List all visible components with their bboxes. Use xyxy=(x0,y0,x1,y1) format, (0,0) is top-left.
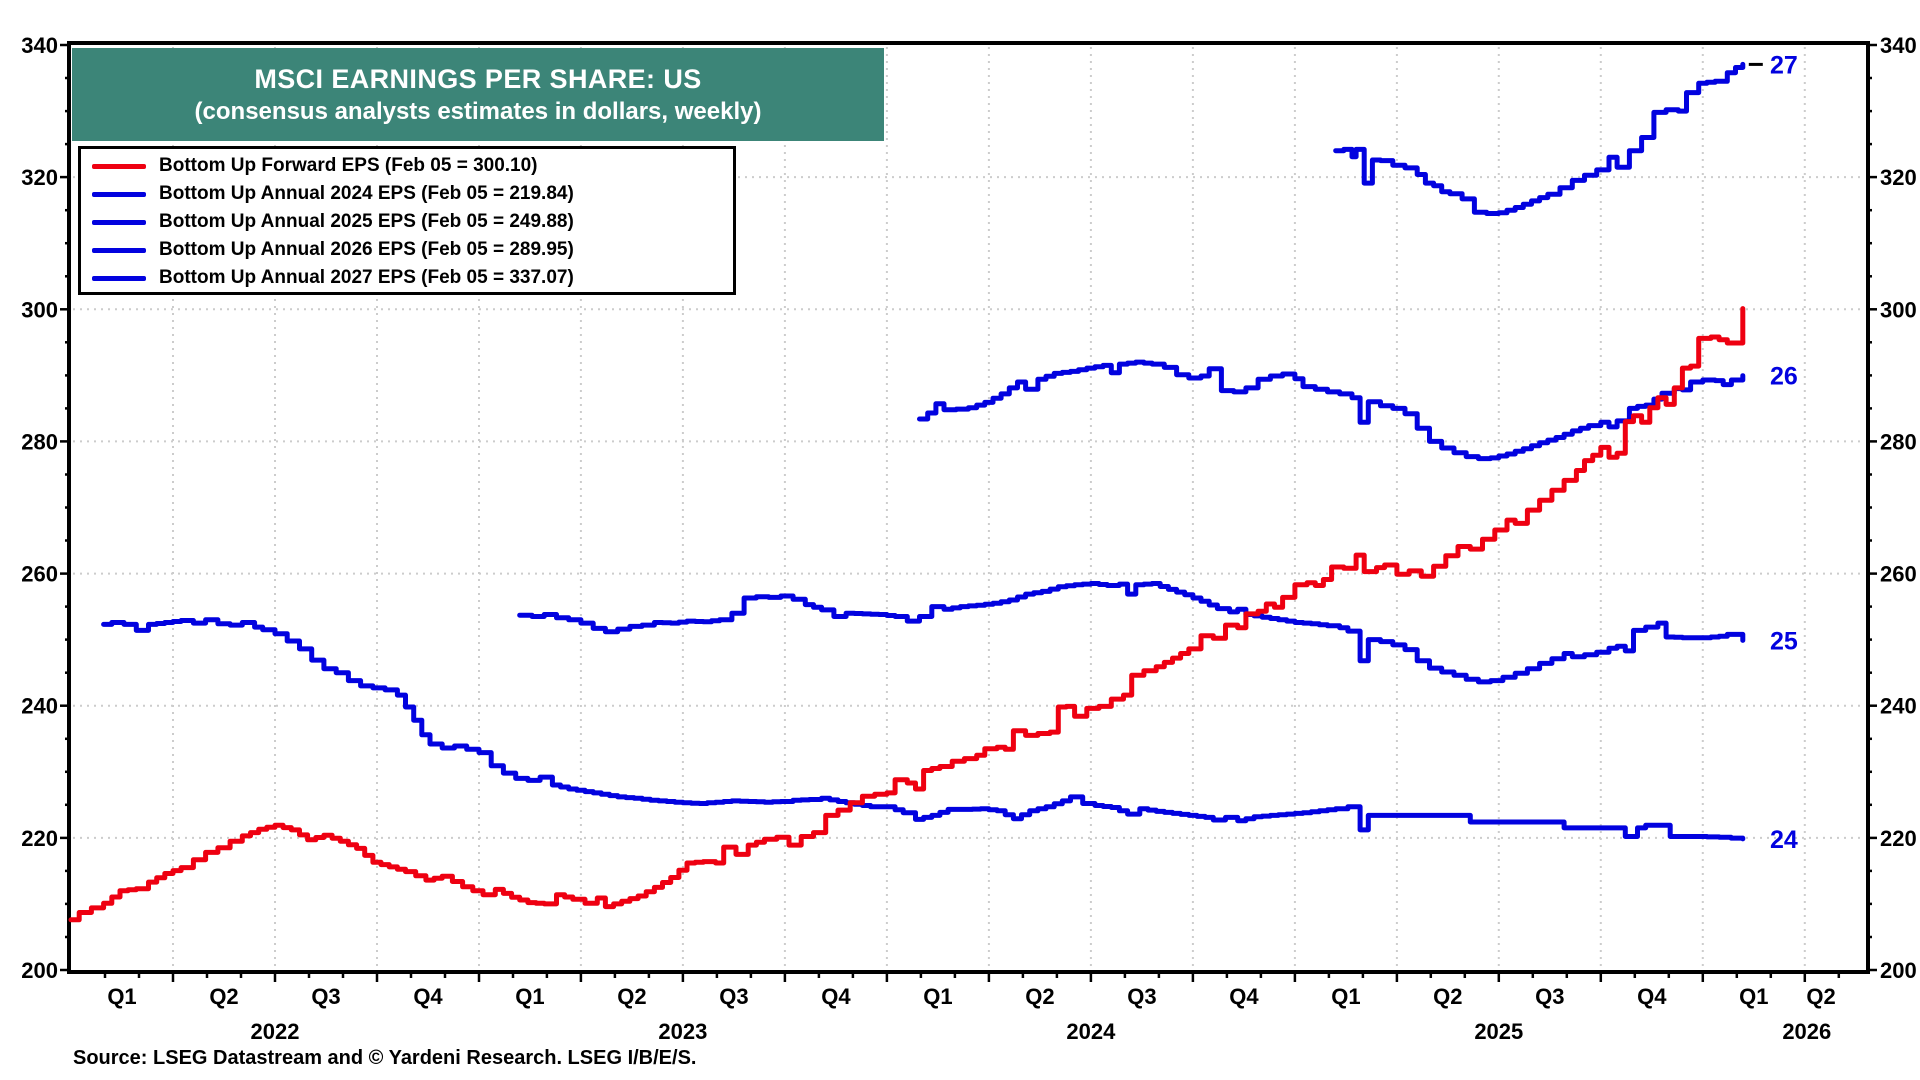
x-axis-quarter-label: Q1 xyxy=(1739,984,1768,1009)
x-axis-quarter-label: Q4 xyxy=(413,984,443,1009)
y-axis-label-right: 320 xyxy=(1880,165,1917,190)
legend-swatch-blue-line xyxy=(92,247,146,253)
x-axis-year-label: 2022 xyxy=(251,1019,300,1044)
x-axis-quarter-label: Q1 xyxy=(515,984,544,1009)
y-axis-label-right: 220 xyxy=(1880,826,1917,851)
legend-swatch-red-line xyxy=(92,163,146,169)
y-axis-label-left: 240 xyxy=(21,694,58,719)
series-line-bottom-up-annual-2027-eps xyxy=(1333,61,1746,216)
legend-swatch-blue-line xyxy=(92,219,146,225)
x-axis-quarter-label: Q1 xyxy=(923,984,952,1009)
legend-swatch-blue-line xyxy=(92,275,146,281)
y-axis-label-right: 300 xyxy=(1880,297,1917,322)
x-axis-quarter-label: Q3 xyxy=(719,984,748,1009)
series-end-label-25: 25 xyxy=(1770,627,1798,655)
x-axis-year-label: 2025 xyxy=(1474,1019,1523,1044)
x-axis-quarter-label: Q3 xyxy=(1127,984,1156,1009)
series-line-bottom-up-forward-eps xyxy=(68,306,1746,923)
legend-label: Bottom Up Annual 2027 EPS (Feb 05 = 337.… xyxy=(159,267,574,288)
y-axis-label-right: 260 xyxy=(1880,562,1917,587)
y-axis-label-left: 320 xyxy=(21,165,58,190)
chart-title-box: MSCI EARNINGS PER SHARE: US (consensus a… xyxy=(72,48,884,141)
series-line-bottom-up-annual-2025-eps xyxy=(517,581,1746,685)
x-axis-quarter-label: Q3 xyxy=(311,984,340,1009)
x-axis-year-label: 2024 xyxy=(1066,1019,1116,1044)
x-axis-quarter-label: Q4 xyxy=(1637,984,1667,1009)
y-axis-label-right: 240 xyxy=(1880,694,1917,719)
legend-box: Bottom Up Forward EPS (Feb 05 = 300.10) … xyxy=(78,146,736,295)
y-axis-label-left: 340 xyxy=(21,33,58,58)
legend-item-2027-eps: Bottom Up Annual 2027 EPS (Feb 05 = 337.… xyxy=(81,264,733,292)
legend-item-forward-eps: Bottom Up Forward EPS (Feb 05 = 300.10) xyxy=(81,152,733,180)
x-axis-quarter-label: Q2 xyxy=(1433,984,1462,1009)
y-axis-label-left: 260 xyxy=(21,562,58,587)
x-axis-year-label: 2023 xyxy=(658,1019,707,1044)
series-line-bottom-up-annual-2026-eps xyxy=(917,359,1746,462)
legend-item-2026-eps: Bottom Up Annual 2026 EPS (Feb 05 = 289.… xyxy=(81,236,733,264)
chart-title: MSCI EARNINGS PER SHARE: US xyxy=(254,63,702,94)
y-axis-label-left: 200 xyxy=(21,958,58,983)
x-axis-quarter-label: Q2 xyxy=(1806,984,1835,1009)
legend-item-2025-eps: Bottom Up Annual 2025 EPS (Feb 05 = 249.… xyxy=(81,208,733,236)
x-axis-quarter-label: Q3 xyxy=(1535,984,1564,1009)
legend-swatch-blue-line xyxy=(92,191,146,197)
x-axis-quarter-label: Q1 xyxy=(107,984,136,1009)
y-axis-label-right: 200 xyxy=(1880,958,1917,983)
legend-label: Bottom Up Forward EPS (Feb 05 = 300.10) xyxy=(159,155,538,176)
plot-frame xyxy=(67,41,1870,974)
series-end-label-24: 24 xyxy=(1770,826,1798,854)
y-axis-label-left: 300 xyxy=(21,297,58,322)
series-line-bottom-up-annual-2024-eps xyxy=(101,617,1746,842)
y-axis-label-right: 340 xyxy=(1880,33,1917,58)
series-end-label-26: 26 xyxy=(1770,363,1798,391)
legend-item-2024-eps: Bottom Up Annual 2024 EPS (Feb 05 = 219.… xyxy=(81,180,733,208)
legend-label: Bottom Up Annual 2025 EPS (Feb 05 = 249.… xyxy=(159,211,574,232)
x-axis-quarter-label: Q4 xyxy=(1229,984,1259,1009)
series-end-label-27: 27 xyxy=(1770,51,1798,79)
chart-subtitle: (consensus analysts estimates in dollars… xyxy=(194,97,762,125)
legend-label: Bottom Up Annual 2024 EPS (Feb 05 = 219.… xyxy=(159,183,574,204)
x-axis-year-label: 2026 xyxy=(1782,1019,1831,1044)
x-axis-quarter-label: Q2 xyxy=(209,984,238,1009)
x-axis-quarter-label: Q2 xyxy=(617,984,646,1009)
y-axis-label-left: 280 xyxy=(21,429,58,454)
y-axis-label-left: 220 xyxy=(21,826,58,851)
source-attribution: Source: LSEG Datastream and © Yardeni Re… xyxy=(73,1047,697,1069)
x-axis-quarter-label: Q2 xyxy=(1025,984,1054,1009)
y-axis-label-right: 280 xyxy=(1880,429,1917,454)
legend-label: Bottom Up Annual 2026 EPS (Feb 05 = 289.… xyxy=(159,239,574,260)
x-axis-quarter-label: Q4 xyxy=(821,984,851,1009)
x-axis-quarter-label: Q1 xyxy=(1331,984,1360,1009)
